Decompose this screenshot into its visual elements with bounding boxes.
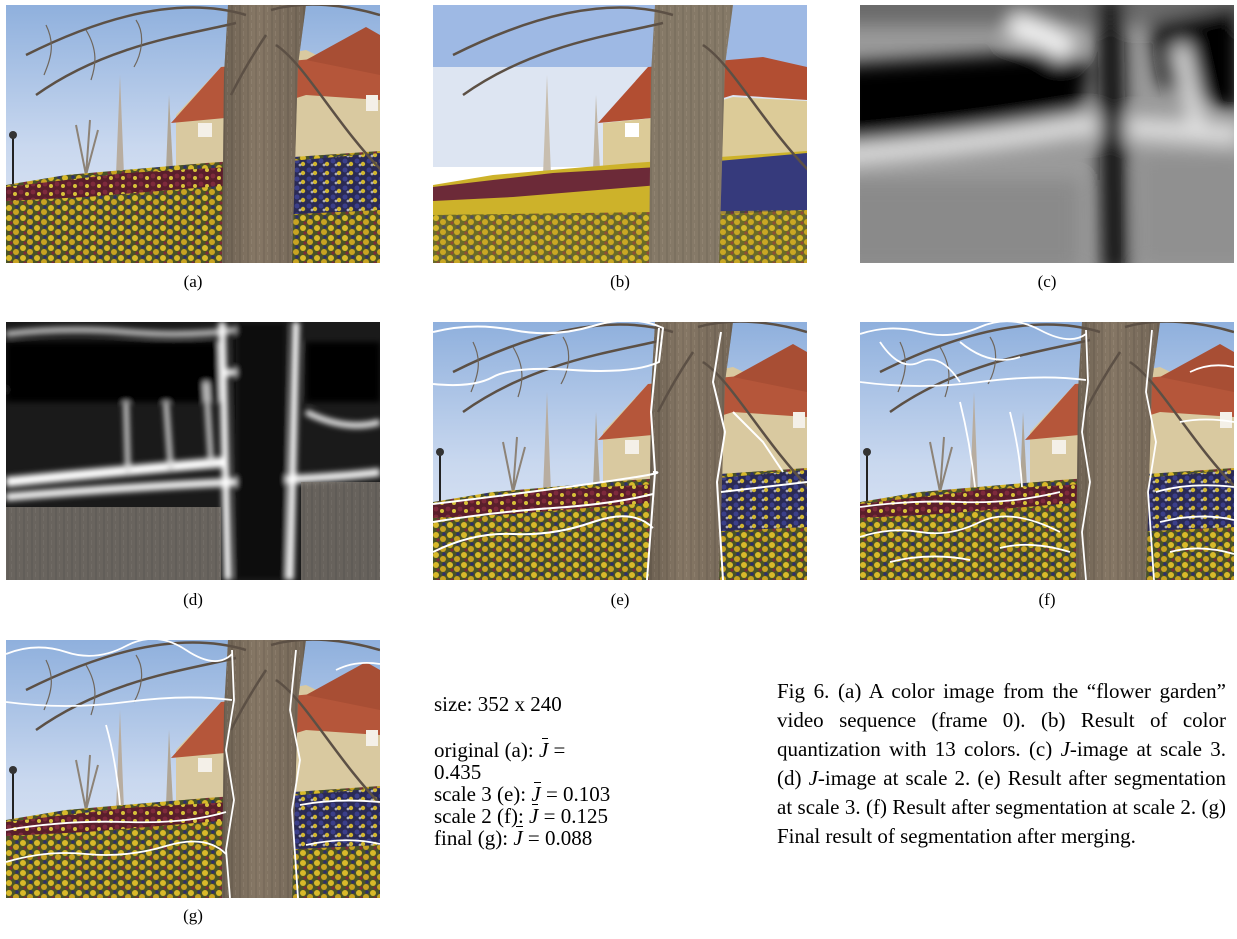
panel-c-label: (c): [1037, 272, 1057, 291]
caption-part-2: -image at scale 3. (d): [777, 737, 1226, 790]
original-j-eq: =: [548, 738, 566, 762]
panel-c-j-image-scale-3: [860, 5, 1234, 263]
caption-j-symbol-2: J: [808, 766, 818, 790]
final-j-line: final (g): J = 0.088: [434, 826, 734, 850]
j-bar-symbol: J: [529, 804, 539, 828]
scale3-j-line: scale 3 (e): J = 0.103: [434, 782, 734, 806]
scale3-j-prefix: scale 3 (e):: [434, 782, 532, 806]
panel-d-j-image-scale-2: [6, 322, 380, 580]
scale2-j-value: = 0.125: [538, 804, 608, 828]
scale3-j-value: = 0.103: [540, 782, 611, 806]
panel-g-final-segmentation: [6, 640, 380, 898]
original-j-line: original (a): J =: [434, 738, 734, 762]
panel-e-label: (e): [610, 590, 630, 609]
j-bar-symbol: J: [513, 826, 523, 850]
original-j-value: 0.435: [434, 760, 482, 784]
panel-f-label: (f): [1038, 590, 1056, 609]
panel-a-original-image: [6, 5, 380, 263]
figure-caption: Fig 6. (a) A color image from the “flowe…: [777, 677, 1226, 851]
panel-d-label: (d): [183, 590, 203, 609]
scale2-j-prefix: scale 2 (f):: [434, 804, 530, 828]
panel-b-label: (b): [610, 272, 630, 291]
j-bar-symbol: J: [531, 782, 542, 806]
original-j-prefix: original (a):: [434, 738, 539, 762]
panel-a-label: (a): [183, 272, 203, 291]
caption-part-1: Fig 6. (a) A color image from the “flowe…: [777, 679, 1226, 761]
j-bar-symbol: J: [538, 738, 549, 762]
final-j-value: = 0.088: [522, 826, 593, 850]
panel-e-segmentation-scale-3: [433, 322, 807, 580]
caption-j-symbol-1: J: [1060, 737, 1070, 761]
final-j-prefix: final (g):: [434, 826, 514, 850]
panel-g-label: (g): [183, 906, 203, 925]
scale2-j-line: scale 2 (f): J = 0.125: [434, 804, 734, 828]
caption-part-3: -image at scale 2. (e) Result after segm…: [777, 766, 1226, 848]
panel-f-segmentation-scale-2: [860, 322, 1234, 580]
image-size: size: 352 x 240: [434, 692, 562, 716]
statistics-block: size: 352 x 240 original (a): J = 0.435 …: [434, 693, 734, 849]
panel-b-quantized-image: [433, 5, 807, 263]
